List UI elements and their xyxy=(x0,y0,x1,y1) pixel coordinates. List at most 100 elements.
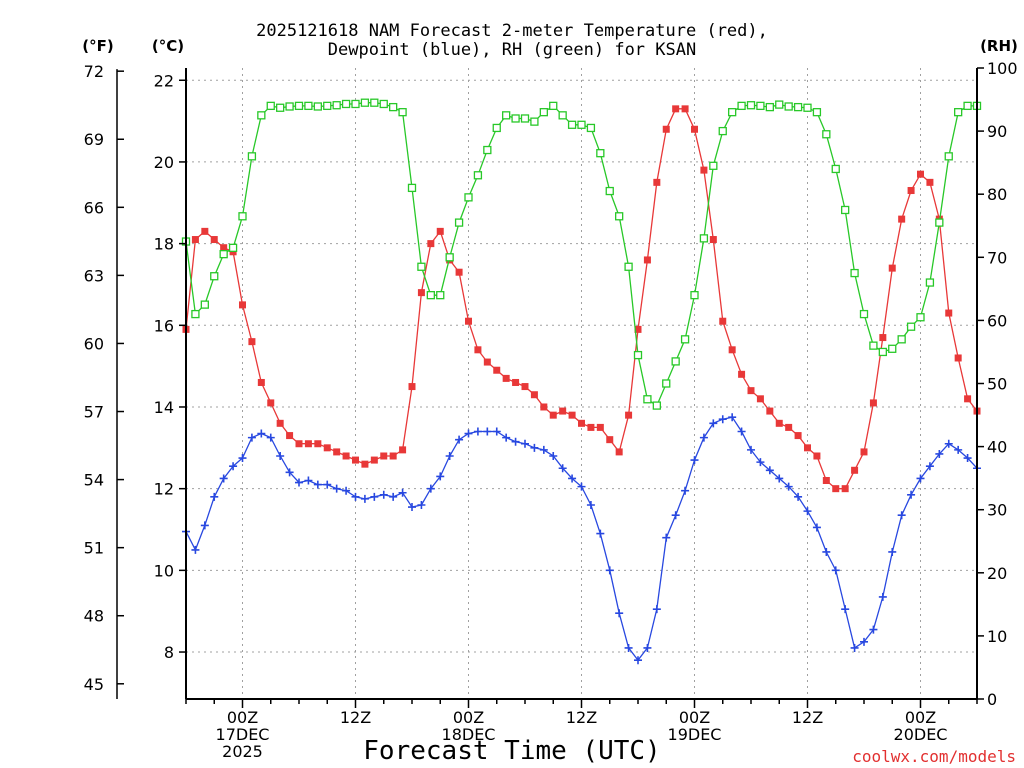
dewpoint-point xyxy=(191,545,200,554)
temperature-point xyxy=(220,244,228,252)
temperature-point xyxy=(578,419,585,427)
temperature-point xyxy=(417,289,425,297)
rh-point xyxy=(916,313,925,322)
rh-point xyxy=(549,101,558,111)
time-tick-label: 00Z xyxy=(453,708,484,727)
temperature-point xyxy=(709,236,717,244)
temperature-point xyxy=(747,387,755,395)
dewpoint-point xyxy=(238,454,247,463)
rh-point xyxy=(483,145,492,155)
rh-point xyxy=(294,101,304,111)
dewpoint-point xyxy=(690,456,699,465)
dewpoint-point xyxy=(417,501,426,510)
dewpoint-point xyxy=(492,427,501,436)
temperature-point xyxy=(239,301,246,309)
temperature-point xyxy=(474,346,482,354)
dewpoint-point xyxy=(878,592,887,601)
temperature-point xyxy=(898,215,906,223)
left-unit-fahrenheit: (°F) xyxy=(82,37,113,55)
fahrenheit-tick-label: 72 xyxy=(84,62,104,81)
dewpoint-point xyxy=(652,605,661,614)
temperature-point xyxy=(295,440,303,448)
temperature-point xyxy=(380,452,388,460)
temperature-point xyxy=(766,407,774,415)
dewpoint-point xyxy=(464,429,473,438)
fahrenheit-tick-label: 51 xyxy=(84,539,104,558)
fahrenheit-tick-label: 57 xyxy=(84,403,104,422)
rh-point xyxy=(737,101,746,111)
dewpoint-point xyxy=(229,462,238,471)
rh-point xyxy=(238,212,247,221)
dewpoint-point xyxy=(530,443,539,452)
temperature-point xyxy=(314,440,322,448)
celsius-tick-label: 8 xyxy=(164,643,174,662)
right-unit-rh: (RH) xyxy=(980,37,1018,55)
dewpoint-point xyxy=(850,643,859,652)
rh-point xyxy=(520,114,530,123)
temperature-point xyxy=(851,466,859,474)
chart-title-line2: Dewpoint (blue), RH (green) for KSAN xyxy=(328,40,696,60)
time-tick-label: 12Z xyxy=(566,708,597,727)
rh-point xyxy=(539,108,548,117)
dewpoint-point xyxy=(831,566,840,575)
rh-point xyxy=(624,262,633,271)
rh-point xyxy=(643,395,652,404)
rh-point xyxy=(906,322,916,331)
dewpoint-point xyxy=(699,433,708,442)
temperature-point xyxy=(691,125,698,133)
chart-title-line1: 2025121618 NAM Forecast 2-meter Temperat… xyxy=(256,21,768,41)
temperature-point xyxy=(201,227,209,235)
dewpoint-point xyxy=(897,511,906,520)
rh-point xyxy=(567,120,577,129)
temperature-point xyxy=(879,334,887,342)
dewpoint-point xyxy=(624,643,633,652)
fahrenheit-tick-label: 60 xyxy=(84,334,104,353)
dewpoint-point xyxy=(257,429,266,438)
rh-point xyxy=(332,101,341,110)
rh-point xyxy=(746,101,756,110)
rh-point xyxy=(888,344,897,353)
dewpoint-point xyxy=(483,427,492,436)
dewpoint-point xyxy=(304,476,313,485)
temperature-point xyxy=(728,346,736,354)
temperature-point xyxy=(370,456,378,464)
temperature-point xyxy=(483,358,491,366)
rh-point xyxy=(219,249,228,259)
fahrenheit-tick-label: 69 xyxy=(84,130,104,149)
celsius-tick-label: 12 xyxy=(154,480,174,499)
dewpoint-point xyxy=(295,478,303,487)
rh-tick-label: 10 xyxy=(987,627,1007,646)
temperature-point xyxy=(304,440,312,448)
temperature-point xyxy=(785,423,793,431)
rh-point xyxy=(596,149,605,158)
rh-point xyxy=(492,123,501,133)
rh-point xyxy=(407,183,417,193)
temperature-point xyxy=(191,236,199,244)
rh-point xyxy=(859,309,869,319)
rh-point xyxy=(756,101,765,111)
celsius-tick-label: 20 xyxy=(154,153,174,172)
rh-point xyxy=(831,164,840,174)
fahrenheit-tick-label: 54 xyxy=(84,471,104,490)
temperature-point xyxy=(587,423,595,431)
dewpoint-point xyxy=(775,474,784,483)
dewpoint-point xyxy=(681,486,690,495)
dewpoint-point xyxy=(888,547,897,556)
dewpoint-point xyxy=(426,484,435,493)
temperature-point xyxy=(822,476,830,484)
temperature-point xyxy=(756,395,764,403)
dewpoint-point xyxy=(747,445,755,454)
dewpoint-point xyxy=(200,521,209,530)
series-layer xyxy=(181,98,982,665)
rh-point xyxy=(502,111,511,120)
dewpoint-point xyxy=(907,490,916,499)
time-tick-label: 20DEC xyxy=(894,725,948,744)
rh-point xyxy=(605,186,614,196)
rh-point xyxy=(313,102,322,111)
dewpoint-point xyxy=(247,433,256,442)
temperature-point xyxy=(361,460,369,468)
dewpoint-point xyxy=(634,656,642,665)
rh-point xyxy=(247,152,257,161)
rh-point xyxy=(285,102,294,111)
